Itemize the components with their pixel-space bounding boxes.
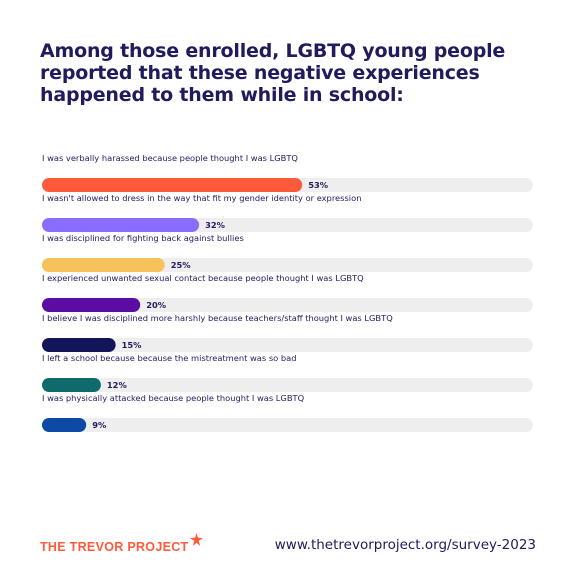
bar-category-label: I was verbally harassed because people t… xyxy=(42,153,298,163)
bar-value-label: 53% xyxy=(308,180,329,190)
bar xyxy=(42,378,101,392)
bar-value-label: 20% xyxy=(146,300,167,310)
bar-category-label: I wasn't allowed to dress in the way tha… xyxy=(42,193,361,203)
bar xyxy=(42,418,87,432)
bar-track xyxy=(42,418,533,432)
bar-value-label: 15% xyxy=(122,340,143,350)
bar-track xyxy=(42,298,533,312)
bar-track xyxy=(42,258,533,272)
survey-url-link[interactable]: www.thetrevorproject.org/survey-2023 xyxy=(274,537,536,553)
bar-track xyxy=(42,338,533,352)
bar-value-label: 25% xyxy=(171,260,192,270)
chart-title: Among those enrolled, LGBTQ young people… xyxy=(40,40,506,106)
bar xyxy=(42,258,165,272)
bar-category-label: I believe I was disciplined more harshly… xyxy=(42,313,393,323)
bar-value-label: 32% xyxy=(205,220,226,230)
bar-track xyxy=(42,378,533,392)
brand-name: THE TREVOR PROJECT xyxy=(40,540,189,554)
bar xyxy=(42,178,303,192)
bar-value-label: 9% xyxy=(92,420,107,430)
bar xyxy=(42,218,200,232)
bar-category-label: I experienced unwanted sexual contact be… xyxy=(42,273,364,283)
bar-category-label: I was disciplined for fighting back agai… xyxy=(42,233,244,243)
bar xyxy=(42,338,116,352)
trevor-project-logo: THE TREVOR PROJECT xyxy=(40,533,204,554)
bar-category-label: I left a school because because the mist… xyxy=(42,353,297,363)
bar-category-label: I was physically attacked because people… xyxy=(42,393,305,403)
bar xyxy=(42,298,141,312)
star-icon xyxy=(190,533,204,549)
bar-value-label: 12% xyxy=(107,380,128,390)
